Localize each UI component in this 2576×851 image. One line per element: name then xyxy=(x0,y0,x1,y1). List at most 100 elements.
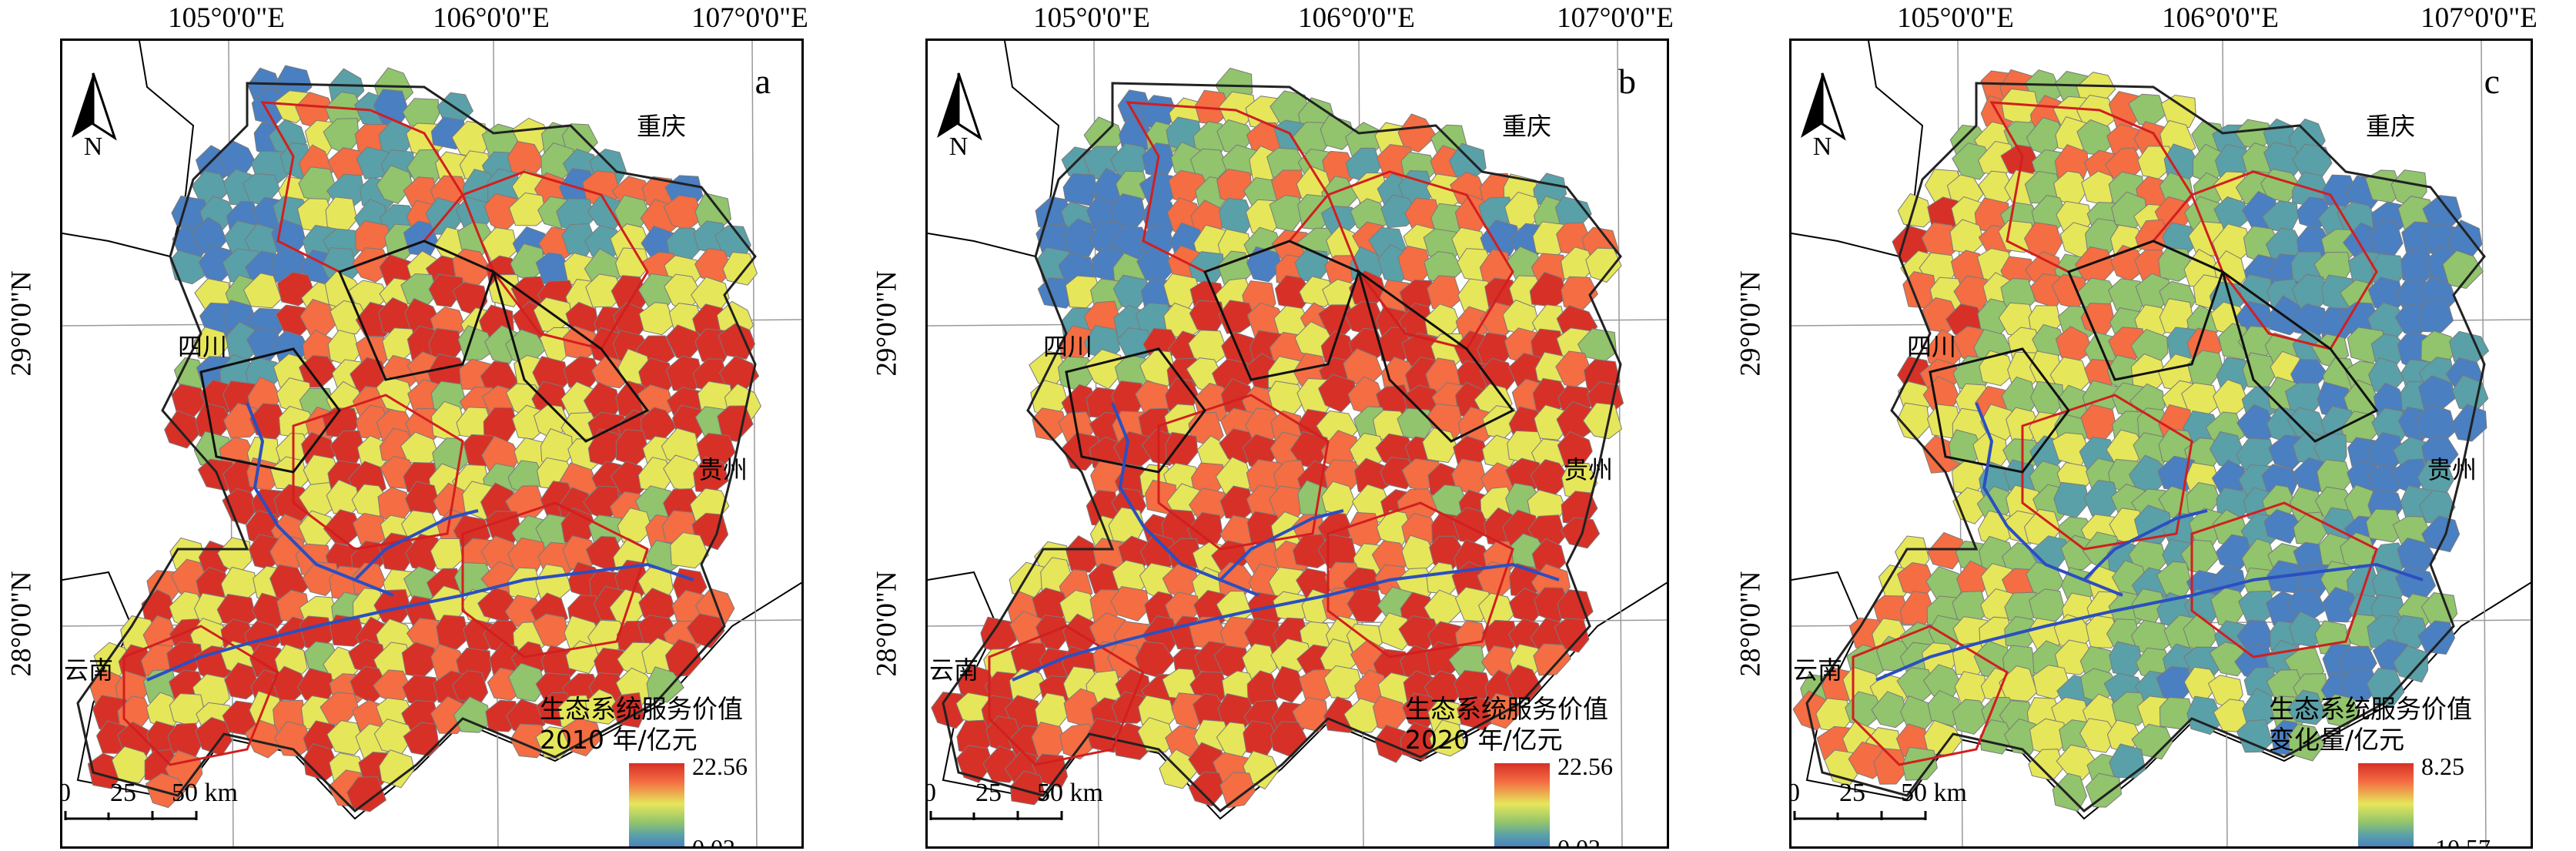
longitude-label: 106°0'0"E xyxy=(1298,2,1415,34)
township-polygon xyxy=(428,273,464,308)
township-polygon xyxy=(1952,699,1992,735)
township-polygon xyxy=(1219,772,1256,809)
township-polygon xyxy=(2186,695,2224,735)
svg-text:N: N xyxy=(949,132,969,156)
township-polygon xyxy=(2003,718,2039,756)
place-guizhou: 贵州 xyxy=(698,455,748,484)
township-polygon xyxy=(2392,615,2429,649)
township-polygon xyxy=(169,250,208,285)
township-polygon xyxy=(2421,515,2461,553)
township-polygon xyxy=(1560,517,1601,549)
legend-color-ramp xyxy=(629,763,684,846)
township-polygon xyxy=(2263,509,2301,544)
latitude-label: 28°0'0"N xyxy=(1735,571,1767,677)
township-polygon xyxy=(1299,276,1335,308)
river-line xyxy=(1875,562,2424,682)
township-polygon xyxy=(1243,750,1280,790)
latitude-label: 28°0'0"N xyxy=(871,571,903,677)
county-boundary xyxy=(122,625,279,766)
place-yunnan: 云南 xyxy=(929,655,979,685)
township-polygon xyxy=(111,745,153,784)
township-polygon xyxy=(1062,173,1098,206)
river-line xyxy=(1012,562,1560,682)
county-boundary xyxy=(461,501,649,658)
township-polygon xyxy=(508,662,547,702)
place-guizhou: 贵州 xyxy=(2427,455,2477,484)
township-polygon xyxy=(646,666,684,703)
longitude-label: 105°0'0"E xyxy=(1033,2,1150,34)
township-polygon xyxy=(323,509,363,546)
river-line xyxy=(353,509,479,581)
county-boundary xyxy=(2190,170,2378,350)
township-polygon xyxy=(1137,717,1176,753)
township-polygon xyxy=(2109,743,2146,779)
township-polygon xyxy=(1246,246,1283,283)
township-polygon xyxy=(1400,722,1438,762)
township-polygon xyxy=(1318,374,1357,413)
district-boundary xyxy=(199,347,341,474)
county-boundary xyxy=(2190,501,2378,658)
township-polygon xyxy=(617,508,653,543)
county-boundary xyxy=(1157,394,1330,551)
study-area-outline xyxy=(942,82,1622,812)
township-polygon xyxy=(686,613,725,648)
township-polygon xyxy=(1533,643,1571,676)
township-polygon xyxy=(2451,403,2487,442)
svg-text:N: N xyxy=(1813,132,1832,156)
township-polygon xyxy=(1378,612,1413,651)
township-polygon xyxy=(1480,219,1520,257)
county-boundary xyxy=(1852,625,2009,766)
township-polygon xyxy=(2158,247,2193,282)
township-polygon xyxy=(2417,620,2456,655)
township-polygon xyxy=(330,615,365,647)
province-border xyxy=(62,41,195,258)
township-polygon xyxy=(2056,744,2099,781)
township-polygon xyxy=(585,689,624,725)
township-polygon xyxy=(243,273,283,309)
district-boundary xyxy=(337,240,495,381)
province-border xyxy=(1791,41,1924,258)
legend-max-value: 22.56 xyxy=(692,752,748,780)
legend-title: 生态系统服务价值 2020 年/亿元 xyxy=(1405,694,1608,755)
township-polygon xyxy=(1561,276,1599,313)
county-boundary xyxy=(2021,394,2193,551)
legend-title: 生态系统服务价值 变化量/亿元 xyxy=(2269,694,2472,755)
place-chongqing: 重庆 xyxy=(2366,112,2416,141)
river-line xyxy=(2083,509,2208,581)
svg-text:N: N xyxy=(84,132,103,156)
township-polygon xyxy=(1485,692,1521,729)
township-polygon xyxy=(346,776,387,812)
township-polygon xyxy=(1999,665,2038,702)
township-polygon xyxy=(1292,534,1331,569)
township-polygon xyxy=(1063,218,1099,257)
township-polygon xyxy=(2236,719,2273,753)
latitude-label: 29°0'0"N xyxy=(5,270,38,377)
latitude-label: 29°0'0"N xyxy=(871,270,903,377)
longitude-label: 107°0'0"E xyxy=(691,2,808,34)
township-polygon xyxy=(2322,693,2360,728)
longitude-label: 107°0'0"E xyxy=(1557,2,1674,34)
place-sichuan: 四川 xyxy=(1907,332,1957,361)
township-polygon xyxy=(1323,665,1362,699)
township-polygon xyxy=(2111,692,2149,726)
township-polygon xyxy=(2365,508,2404,543)
map-panel-b: 105°0'0"E 106°0'0"E 107°0'0"E 29°0'0"N 28°0'… xyxy=(865,0,1677,851)
township-polygon xyxy=(376,165,413,204)
county-boundary xyxy=(292,394,464,551)
township-polygon xyxy=(2418,298,2454,333)
township-polygon xyxy=(1927,531,1966,570)
district-boundary xyxy=(2066,240,2224,381)
graticule-line xyxy=(2481,41,2487,846)
latitude-label: 29°0'0"N xyxy=(1735,270,1767,377)
township-polygon xyxy=(1505,664,1542,702)
township-polygon xyxy=(2131,723,2173,760)
district-boundary xyxy=(1357,269,1515,443)
river-line xyxy=(146,562,694,682)
township-polygon xyxy=(2028,749,2065,781)
township-polygon xyxy=(453,696,491,733)
district-boundary xyxy=(1203,240,1360,381)
township-polygon xyxy=(1534,404,1570,441)
township-polygon xyxy=(224,662,260,700)
township-polygon xyxy=(330,300,368,335)
place-sichuan: 四川 xyxy=(1043,332,1093,361)
